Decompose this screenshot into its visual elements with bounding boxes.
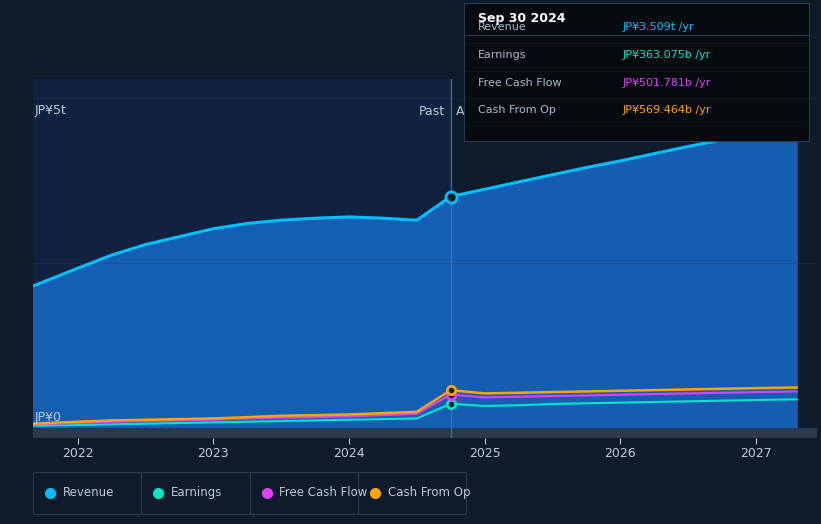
Text: JP¥363.075b /yr: JP¥363.075b /yr xyxy=(622,50,711,60)
Bar xyxy=(451,79,817,438)
Text: Revenue: Revenue xyxy=(62,486,114,499)
Text: JP¥0: JP¥0 xyxy=(34,411,62,424)
Text: Earnings: Earnings xyxy=(171,486,222,499)
FancyBboxPatch shape xyxy=(358,472,466,514)
Text: Cash From Op: Cash From Op xyxy=(478,105,556,115)
Text: JP¥501.781b /yr: JP¥501.781b /yr xyxy=(622,78,711,88)
Text: Revenue: Revenue xyxy=(478,22,526,32)
FancyBboxPatch shape xyxy=(33,472,141,514)
Text: JP¥3.509t /yr: JP¥3.509t /yr xyxy=(622,22,694,32)
Bar xyxy=(33,428,817,438)
Text: JP¥569.464b /yr: JP¥569.464b /yr xyxy=(622,105,711,115)
Text: Free Cash Flow: Free Cash Flow xyxy=(279,486,368,499)
Bar xyxy=(33,79,451,438)
FancyBboxPatch shape xyxy=(141,472,250,514)
Text: JP¥5t: JP¥5t xyxy=(34,104,66,117)
FancyBboxPatch shape xyxy=(250,472,358,514)
Text: Sep 30 2024: Sep 30 2024 xyxy=(478,13,565,25)
Text: Cash From Op: Cash From Op xyxy=(388,486,470,499)
Text: Free Cash Flow: Free Cash Flow xyxy=(478,78,562,88)
Text: Past: Past xyxy=(419,105,445,118)
Text: Earnings: Earnings xyxy=(478,50,526,60)
Text: Analysts Forecasts: Analysts Forecasts xyxy=(456,105,572,118)
